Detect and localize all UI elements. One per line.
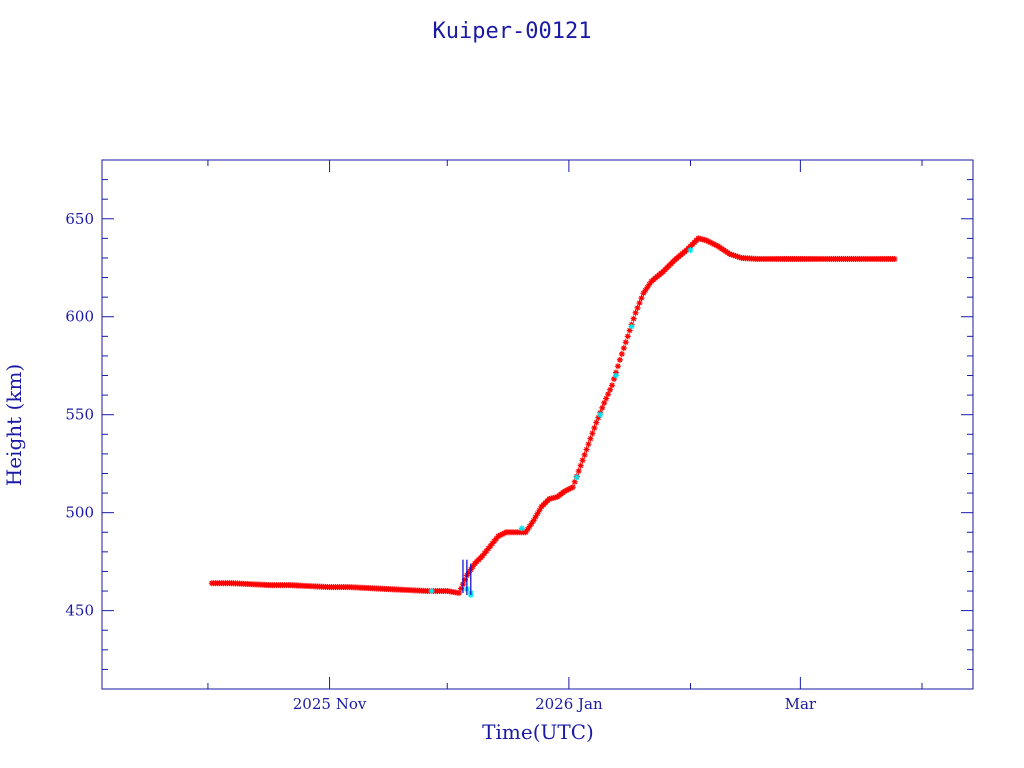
data-point: [638, 295, 645, 302]
y-tick-label: 450: [65, 602, 94, 620]
y-axis: 450 500 550 600 650: [65, 159, 973, 690]
plot-frame: [101, 159, 974, 690]
data-point: [622, 339, 629, 346]
data-point: [577, 462, 584, 469]
y-tick-label: 550: [65, 406, 94, 424]
y-tick-label: 500: [65, 504, 94, 522]
data-point: [571, 478, 578, 485]
data-point: [628, 323, 635, 330]
x-tick-label: 2025 Nov: [293, 695, 367, 713]
x-tick-label: Mar: [785, 695, 817, 713]
data-point: [575, 468, 582, 475]
data-point: [891, 255, 898, 262]
data-point: [593, 419, 600, 426]
data-point: [591, 424, 598, 431]
data-point: [618, 350, 625, 357]
data-point: [585, 441, 592, 448]
data-point: [579, 457, 586, 464]
data-point: [632, 309, 639, 316]
data-point: [456, 589, 463, 596]
data-point: [605, 391, 612, 398]
y-tick-label: 600: [65, 308, 94, 326]
plot-area: [208, 235, 898, 598]
data-point: [609, 382, 616, 389]
data-point: [612, 372, 619, 379]
data-point: [620, 345, 627, 352]
chart-title: Kuiper-00121: [433, 19, 592, 44]
data-point: [573, 474, 580, 481]
data-point: [624, 333, 631, 340]
data-point: [636, 300, 643, 307]
data-point: [616, 356, 623, 363]
data-point: [607, 386, 614, 393]
data-point: [634, 304, 641, 311]
data-point: [581, 451, 588, 458]
data-point: [687, 247, 694, 254]
x-tick-label: 2026 Jan: [535, 695, 603, 713]
data-point: [630, 315, 637, 322]
x-axis: 2025 Nov 2026 Jan Mar: [207, 160, 923, 713]
data-point: [601, 399, 608, 406]
data-point: [518, 525, 525, 532]
y-tick-label: 650: [65, 210, 94, 228]
data-point: [569, 484, 576, 491]
data-point: [603, 395, 610, 402]
data-point: [644, 284, 651, 291]
data-point: [599, 404, 606, 411]
plot-border: [101, 159, 974, 690]
data-point: [587, 435, 594, 442]
data-point: [597, 411, 604, 418]
x-axis-label: Time(UTC): [482, 720, 594, 744]
data-point: [428, 588, 435, 595]
y-axis-label: Height (km): [2, 364, 26, 486]
data-point: [583, 446, 590, 453]
data-point: [589, 430, 596, 437]
data-point: [614, 363, 621, 370]
